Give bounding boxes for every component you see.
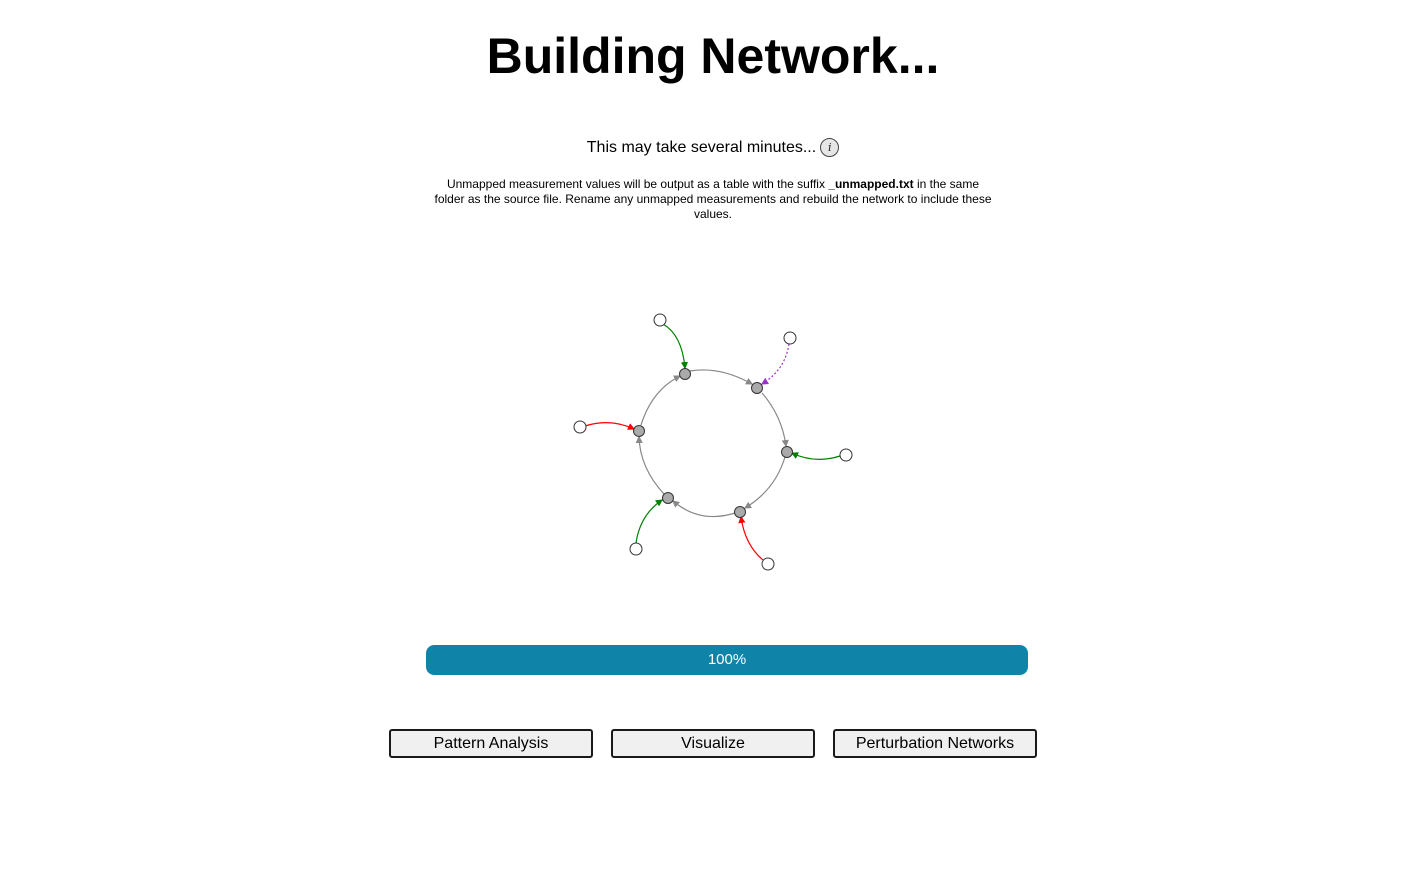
note-text-before: Unmapped measurement values will be outp… — [446, 177, 829, 191]
network-node — [751, 382, 763, 394]
inhibition-edge — [738, 515, 764, 561]
network-node — [629, 542, 643, 556]
status-message-row: This may take several minutes... i — [0, 136, 1426, 160]
network-node — [839, 448, 853, 462]
status-message: This may take several minutes... — [586, 139, 817, 156]
activation-edge — [662, 323, 689, 370]
cycle-edge — [743, 456, 786, 509]
activation-edge — [790, 452, 841, 460]
network-animation — [573, 313, 853, 571]
note-suffix: _unmapped.txt — [828, 177, 914, 191]
visualize-button[interactable]: Visualize — [611, 729, 815, 758]
network-node — [633, 425, 645, 437]
cycle-edge — [635, 435, 665, 495]
info-icon[interactable]: i — [820, 138, 840, 158]
perturbation-networks-button[interactable]: Perturbation Networks — [833, 729, 1037, 758]
network-node — [761, 557, 775, 571]
cycle-edge — [761, 392, 789, 448]
cycle-edge — [640, 375, 682, 426]
note-text-after: in the same folder as the source file. R… — [434, 177, 992, 221]
inhibition-edge — [584, 422, 636, 430]
network-node — [653, 313, 667, 327]
progress-bar: 100% — [426, 645, 1028, 675]
activation-edge — [635, 499, 663, 544]
action-buttons: Pattern Analysis Visualize Perturbation … — [389, 729, 1037, 758]
network-node — [662, 492, 674, 504]
dotted-edge — [760, 343, 790, 385]
network-node — [679, 368, 691, 380]
page-title: Building Network... — [486, 28, 940, 84]
cycle-edge — [672, 500, 736, 518]
cycle-edge — [689, 369, 754, 385]
pattern-analysis-button[interactable]: Pattern Analysis — [389, 729, 593, 758]
network-node — [781, 446, 793, 458]
network-node — [573, 420, 587, 434]
network-node — [734, 506, 746, 518]
progress-label: 100% — [707, 651, 747, 668]
unmapped-note: Unmapped measurement values will be outp… — [433, 177, 993, 222]
network-node — [783, 331, 797, 345]
progress-fill: 100% — [426, 645, 1028, 675]
